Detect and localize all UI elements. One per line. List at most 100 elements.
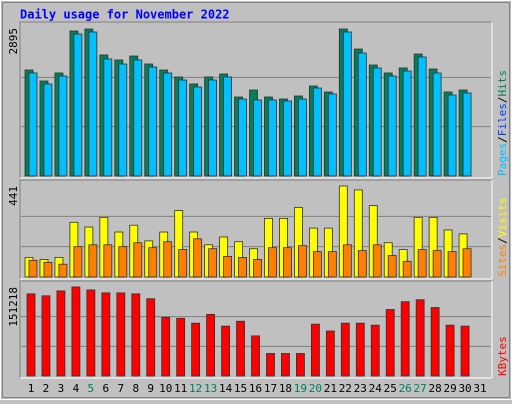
legend-entry: Hits <box>496 70 509 97</box>
bar <box>327 251 337 278</box>
bar <box>103 58 113 177</box>
legend: Pages/Files/Hits <box>496 70 509 176</box>
bar <box>56 290 66 377</box>
bar <box>342 31 352 177</box>
x-tick-label: 3 <box>58 382 65 395</box>
bar <box>28 72 38 177</box>
bar <box>340 322 350 377</box>
y-max-label: 441 <box>7 186 20 206</box>
bar <box>101 292 111 377</box>
x-tick-label: 6 <box>103 382 110 395</box>
bar <box>206 313 216 377</box>
legend: KBytes <box>496 336 509 376</box>
bar <box>223 255 232 278</box>
bar <box>28 259 38 278</box>
bar <box>193 238 203 278</box>
bar <box>462 248 472 278</box>
bar <box>327 93 337 177</box>
x-tick-label: 20 <box>309 382 322 395</box>
bar <box>118 246 128 278</box>
x-tick-label: 21 <box>324 382 337 395</box>
bar <box>357 250 367 278</box>
bar <box>88 244 98 278</box>
bar <box>281 353 290 377</box>
legend-entry: KBytes <box>496 336 509 376</box>
bar <box>430 307 440 377</box>
bar <box>298 98 307 177</box>
legend-entry: Sites <box>496 244 509 277</box>
x-tick-label: 14 <box>219 382 233 395</box>
bar <box>163 72 173 177</box>
x-tick-label: 8 <box>132 382 139 395</box>
legend-separator: / <box>496 136 509 143</box>
bar <box>387 75 397 177</box>
bar <box>417 249 427 278</box>
bar <box>355 322 365 377</box>
bar <box>447 251 457 278</box>
bar <box>298 245 307 278</box>
bar <box>58 75 68 177</box>
bar <box>133 59 143 177</box>
bar <box>310 323 320 377</box>
bar <box>238 256 247 278</box>
bar <box>387 255 397 278</box>
x-tick-label: 7 <box>117 382 124 395</box>
legend-separator: / <box>496 97 509 104</box>
bar <box>208 79 218 177</box>
x-tick-label: 28 <box>429 382 442 395</box>
bar <box>26 293 36 377</box>
x-tick-label: 16 <box>249 382 262 395</box>
bar <box>41 295 51 377</box>
x-tick-label: 23 <box>354 382 367 395</box>
bar <box>118 63 128 177</box>
x-tick-label: 18 <box>279 382 292 395</box>
graph-title: Daily usage for November 2022 <box>20 8 230 22</box>
bar <box>43 261 53 278</box>
bar <box>176 317 186 377</box>
bar <box>253 259 262 278</box>
bar <box>283 247 292 278</box>
x-tick-label: 29 <box>443 382 456 395</box>
x-tick-label: 12 <box>189 382 202 395</box>
bar <box>268 247 277 278</box>
x-tick-label: 31 <box>473 382 486 395</box>
bar <box>146 298 156 377</box>
bar <box>73 246 83 278</box>
bar <box>71 286 81 377</box>
bar <box>325 330 335 377</box>
bar <box>432 250 442 278</box>
bar <box>400 301 410 377</box>
x-tick-label: 15 <box>234 382 247 395</box>
bar <box>103 244 113 278</box>
bar <box>266 353 275 377</box>
frame-inner <box>2 2 510 398</box>
y-max-label: 151218 <box>7 287 20 327</box>
bar <box>372 67 382 177</box>
bar <box>191 322 201 377</box>
bar <box>131 293 141 377</box>
bar <box>372 244 382 278</box>
bar <box>357 52 367 177</box>
bar <box>283 100 292 177</box>
bar <box>342 244 352 278</box>
bar <box>251 335 260 377</box>
x-tick-label: 13 <box>204 382 217 395</box>
bar <box>268 99 277 177</box>
bar <box>462 92 472 177</box>
x-tick-label: 10 <box>159 382 172 395</box>
legend: Sites/Visits <box>496 198 509 278</box>
legend-entry: Pages <box>496 143 509 176</box>
x-tick-label: 17 <box>264 382 277 395</box>
bar <box>178 79 188 177</box>
bar <box>221 325 230 377</box>
x-tick-label: 27 <box>414 382 427 395</box>
bar <box>161 316 171 377</box>
x-tick-label: 5 <box>88 382 95 395</box>
bar <box>417 56 427 177</box>
bar <box>312 87 322 177</box>
x-tick-label: 2 <box>43 382 50 395</box>
bar <box>86 289 96 377</box>
bar <box>447 94 457 177</box>
bar <box>58 263 68 278</box>
